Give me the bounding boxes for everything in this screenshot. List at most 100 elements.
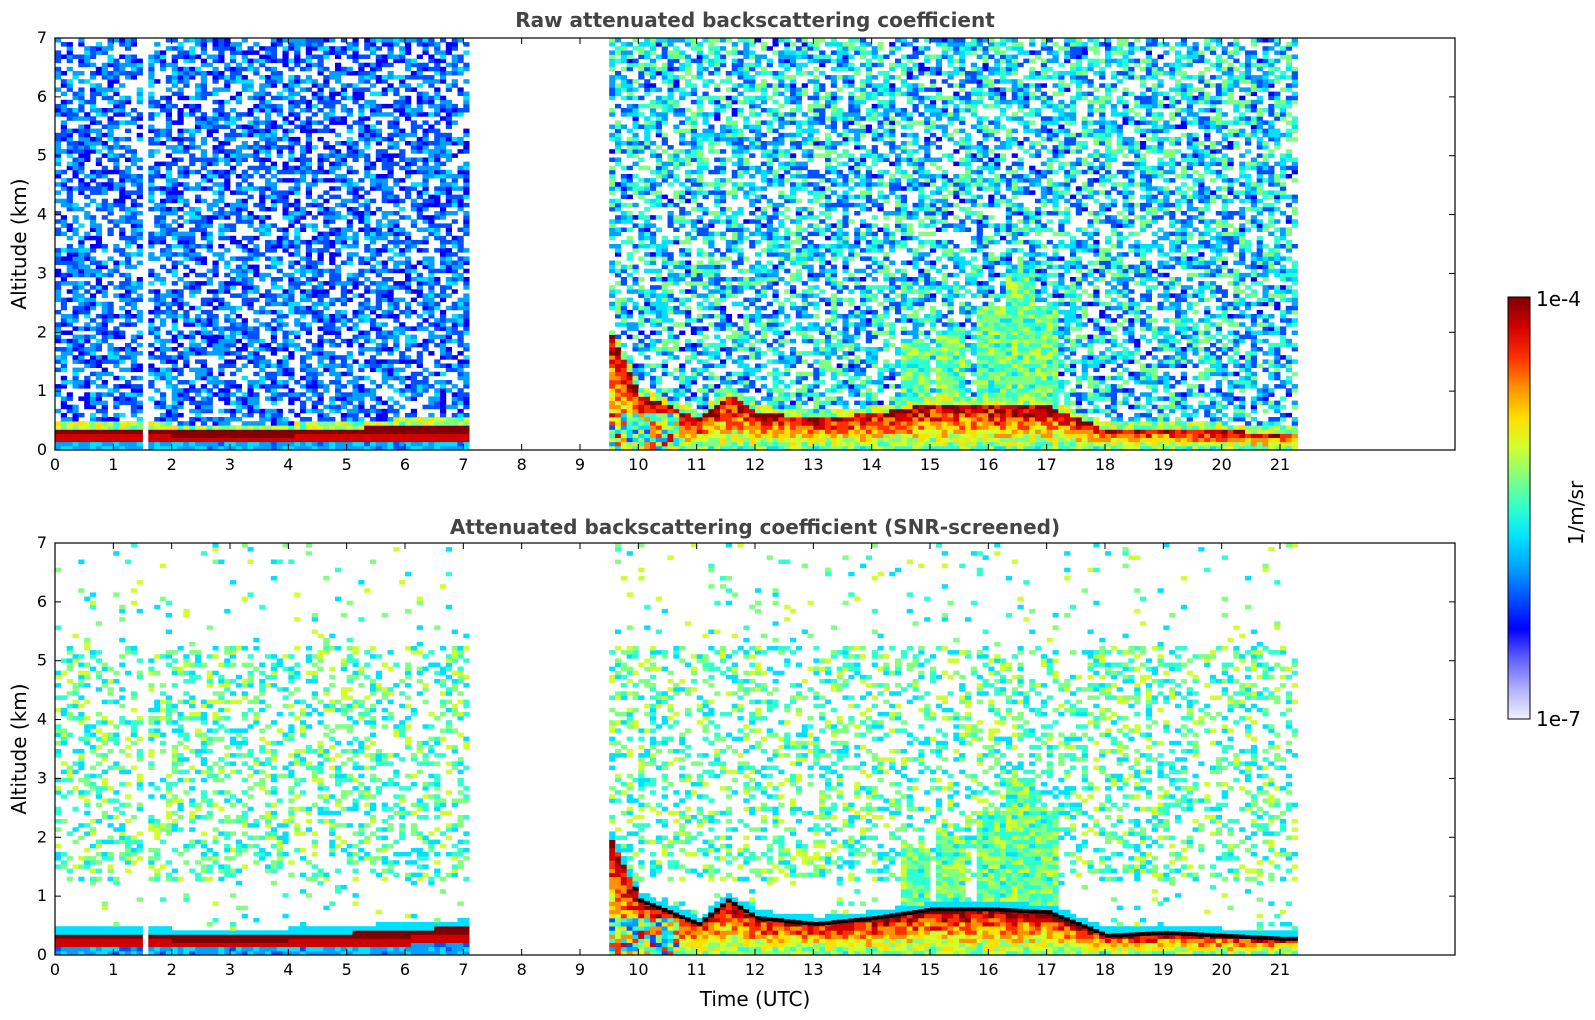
heatmap-cell xyxy=(393,132,400,138)
heatmap-cell xyxy=(171,182,178,187)
heatmap-cell xyxy=(358,103,365,109)
heatmap-cell xyxy=(609,396,616,401)
heatmap-cell xyxy=(148,445,155,450)
heatmap-cell xyxy=(171,318,178,323)
heatmap-cell xyxy=(387,330,394,335)
heatmap-cell xyxy=(422,227,429,232)
heatmap-cell xyxy=(212,445,219,450)
heatmap-cell xyxy=(165,412,172,418)
heatmap-cell xyxy=(428,400,435,406)
heatmap-cell xyxy=(399,99,406,105)
heatmap-cell xyxy=(626,141,633,146)
heatmap-cell xyxy=(183,38,190,43)
heatmap-cell xyxy=(381,281,388,286)
heatmap-cell xyxy=(160,54,167,59)
heatmap-cell xyxy=(632,375,639,381)
heatmap-cell xyxy=(136,285,143,290)
heatmap-cell xyxy=(428,305,435,311)
heatmap-cell xyxy=(241,301,248,307)
heatmap-cell xyxy=(375,186,382,191)
heatmap-cell xyxy=(405,272,412,278)
heatmap-cell xyxy=(165,186,172,191)
heatmap-cell xyxy=(393,128,400,134)
heatmap-cell xyxy=(241,363,248,368)
heatmap-cell xyxy=(101,355,108,360)
heatmap-cell xyxy=(364,206,371,212)
heatmap-cell xyxy=(375,347,382,352)
heatmap-cell xyxy=(189,248,196,253)
heatmap-cell xyxy=(393,281,400,286)
heatmap-cell xyxy=(66,58,73,64)
heatmap-cell xyxy=(136,231,143,237)
heatmap-cell xyxy=(440,174,447,179)
heatmap-cell xyxy=(650,380,657,385)
heatmap-cell xyxy=(230,153,237,158)
heatmap-cell xyxy=(615,417,622,422)
heatmap-cell xyxy=(428,437,435,443)
heatmap-cell xyxy=(410,141,417,146)
heatmap-cell xyxy=(405,235,412,241)
heatmap-cell xyxy=(422,301,429,307)
heatmap-cell xyxy=(428,396,435,401)
heatmap-cell xyxy=(615,412,622,418)
heatmap-cell xyxy=(422,157,429,162)
heatmap-cell xyxy=(160,141,167,146)
heatmap-cell xyxy=(375,441,382,447)
heatmap-cell xyxy=(55,445,62,450)
heatmap-cell xyxy=(200,322,207,327)
heatmap-cell xyxy=(136,66,143,72)
heatmap-cell xyxy=(445,445,452,450)
heatmap-cell xyxy=(399,95,406,101)
heatmap-cell xyxy=(370,235,377,241)
heatmap-cell xyxy=(317,441,324,447)
heatmap-cell xyxy=(457,318,464,323)
heatmap-cell xyxy=(288,223,295,228)
heatmap-cell xyxy=(340,108,347,113)
heatmap-cell xyxy=(644,441,651,447)
heatmap-cell xyxy=(136,404,143,410)
heatmap-cell xyxy=(130,116,137,121)
heatmap-cell xyxy=(393,194,400,200)
heatmap-cell xyxy=(632,417,639,422)
heatmap-cell xyxy=(224,62,231,68)
heatmap-cell xyxy=(130,174,137,179)
heatmap-cell xyxy=(154,215,161,220)
heatmap-cell xyxy=(329,277,336,282)
heatmap-cell xyxy=(434,277,441,282)
heatmap-cell xyxy=(235,351,242,356)
heatmap-cell xyxy=(101,293,108,298)
heatmap-cell xyxy=(218,145,225,150)
heatmap-cell xyxy=(259,322,266,327)
heatmap-cell xyxy=(136,165,143,171)
heatmap-cell xyxy=(626,202,633,208)
heatmap-cell xyxy=(218,441,225,447)
heatmap-cell xyxy=(650,120,657,125)
heatmap-cell xyxy=(247,264,254,270)
heatmap-cell xyxy=(329,50,336,55)
heatmap-cell xyxy=(60,248,67,253)
heatmap-cell xyxy=(434,58,441,64)
heatmap-cell xyxy=(440,264,447,270)
heatmap-cell xyxy=(288,95,295,101)
heatmap-cell xyxy=(393,178,400,183)
heatmap-cell xyxy=(119,153,126,158)
heatmap-cell xyxy=(440,371,447,377)
heatmap-cell xyxy=(183,165,190,171)
heatmap-cell xyxy=(340,297,347,303)
heatmap-cell xyxy=(463,326,470,331)
heatmap-cell xyxy=(259,120,266,125)
heatmap-cell xyxy=(440,66,447,72)
heatmap-cell xyxy=(224,400,231,406)
heatmap-cell xyxy=(445,252,452,257)
heatmap-cell xyxy=(317,58,324,64)
heatmap-cell xyxy=(632,425,639,430)
heatmap-cell xyxy=(189,103,196,109)
heatmap-cell xyxy=(609,417,616,422)
heatmap-cell xyxy=(125,95,132,101)
heatmap-cell xyxy=(130,202,137,208)
heatmap-cell xyxy=(160,108,167,113)
heatmap-cell xyxy=(183,186,190,191)
heatmap-cell xyxy=(352,433,359,438)
heatmap-cell xyxy=(451,46,458,51)
heatmap-cell xyxy=(154,136,161,142)
